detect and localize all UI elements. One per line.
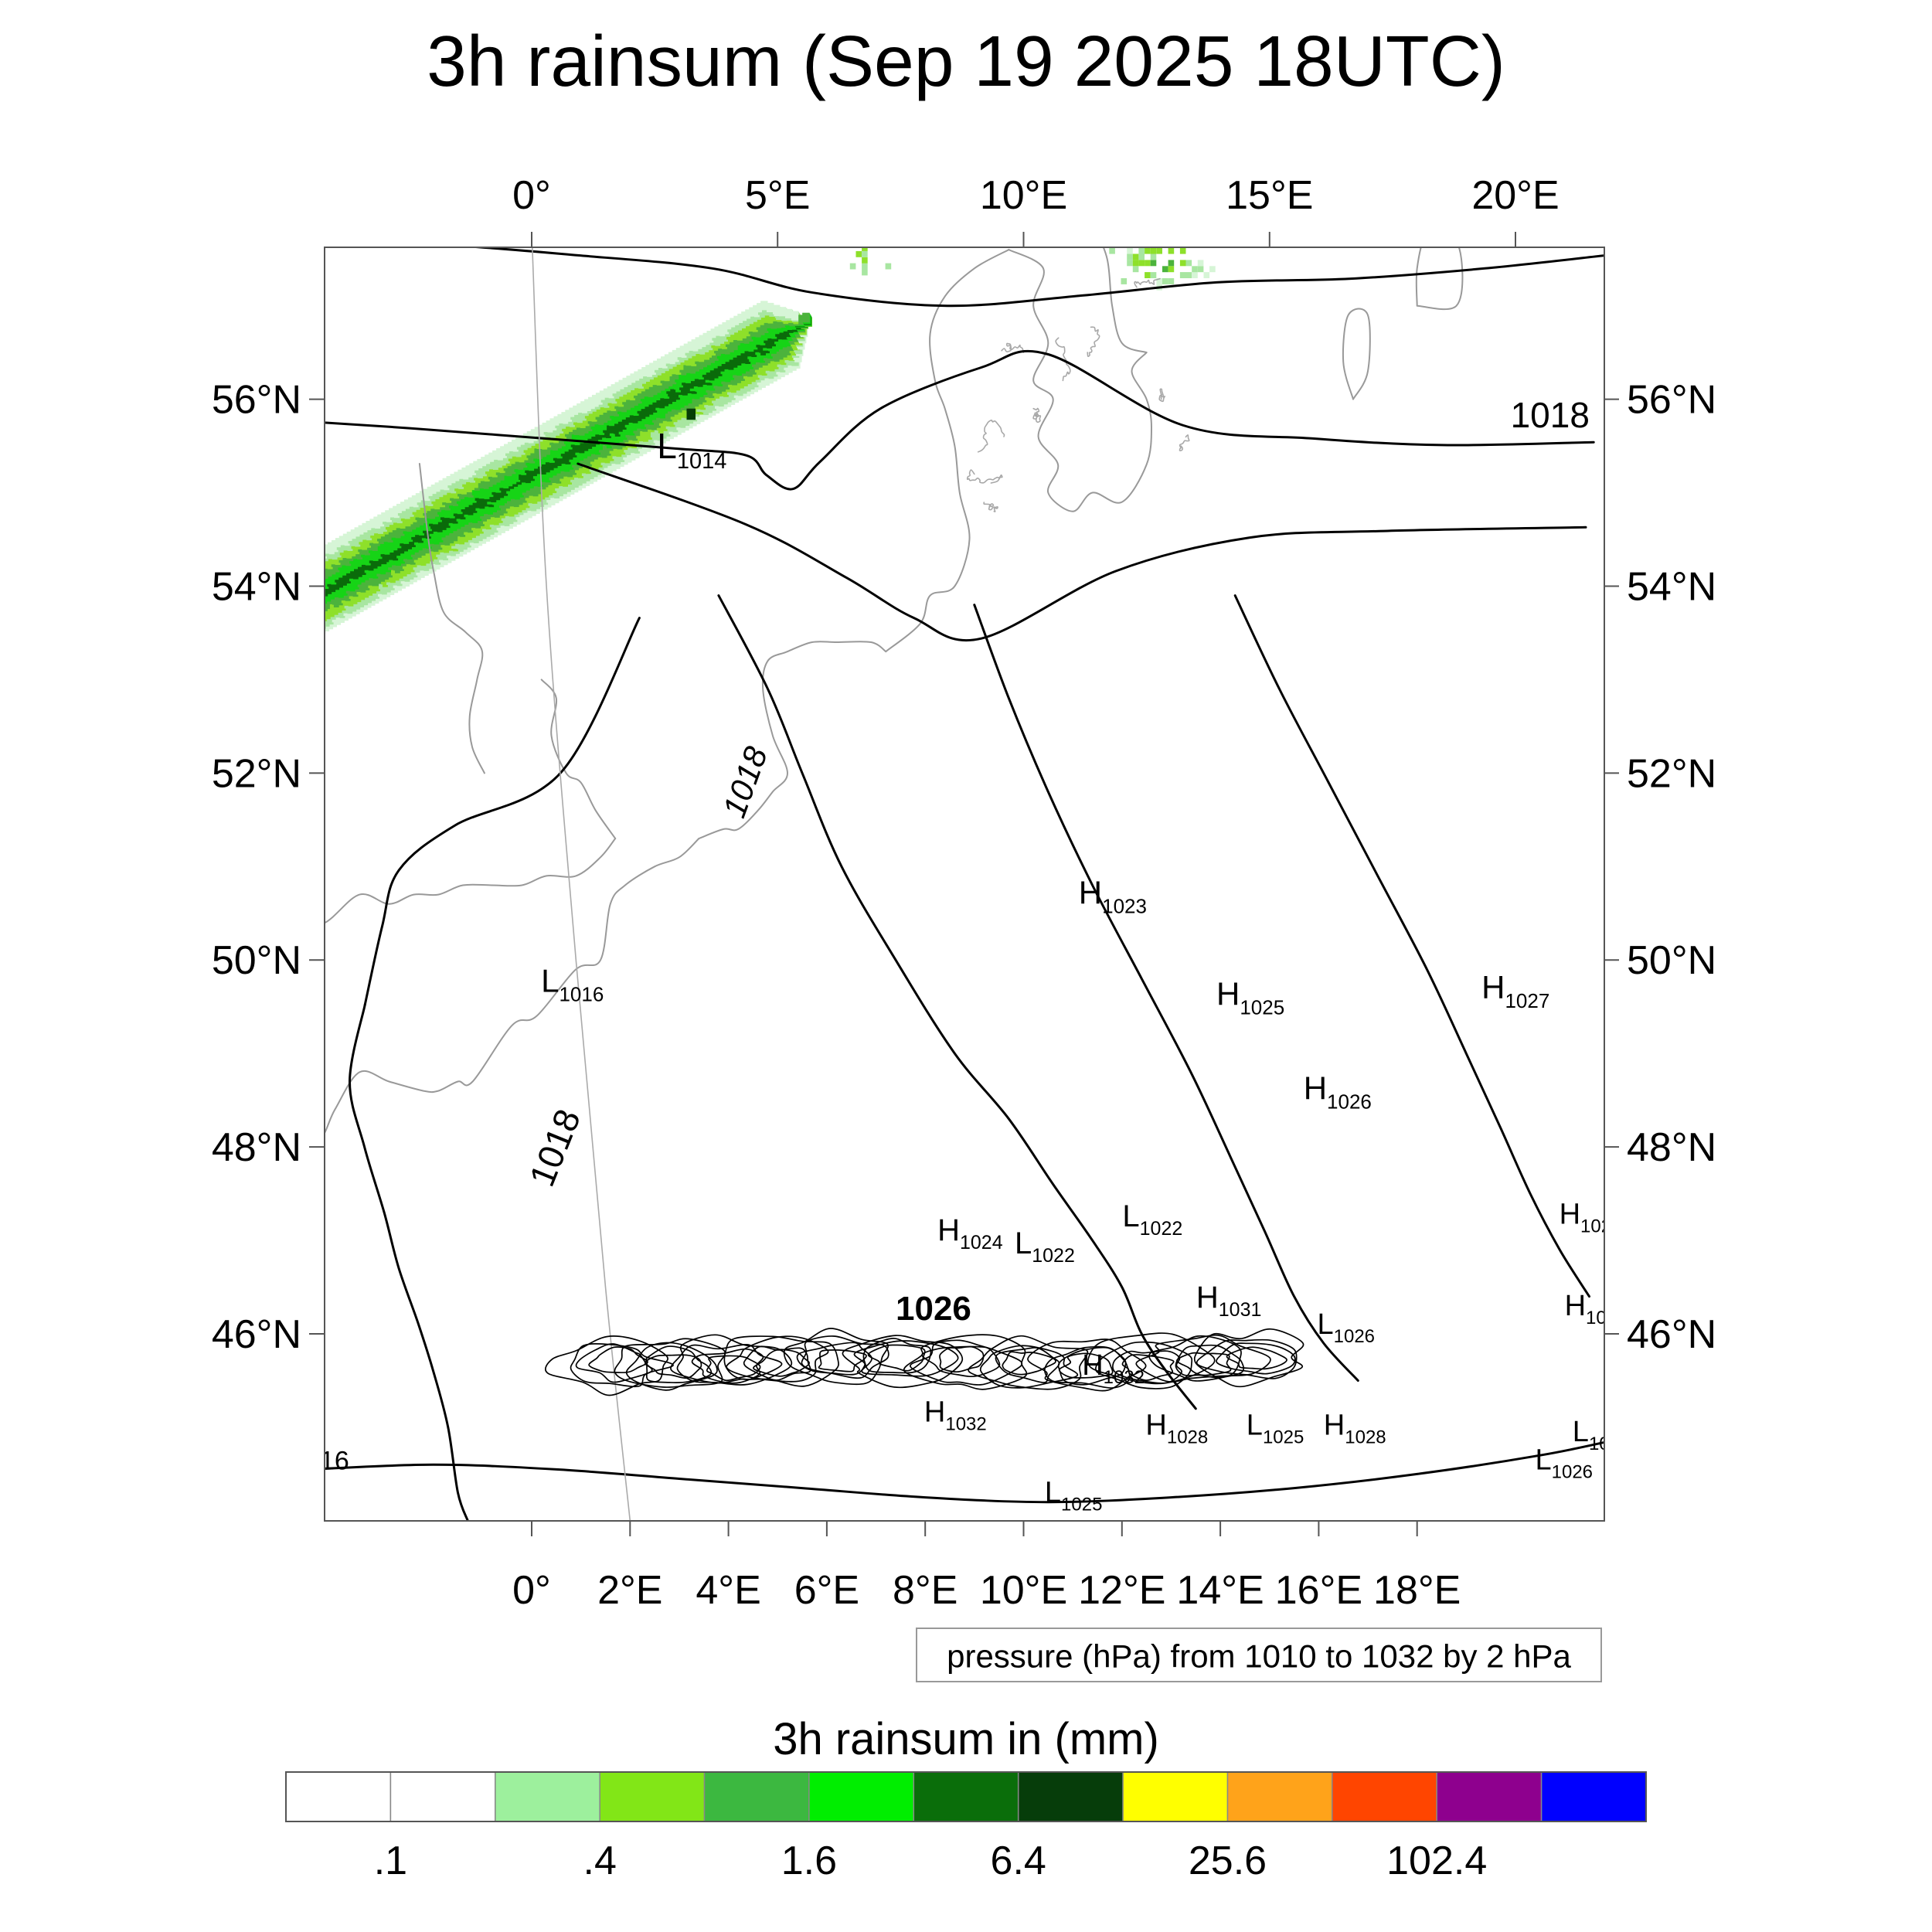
svg-text:50°N: 50°N [1627,938,1716,983]
svg-text:48°N: 48°N [1627,1125,1716,1170]
svg-text:L1014: L1014 [657,426,726,474]
svg-text:10°E: 10°E [980,1568,1067,1613]
svg-text:8°E: 8°E [893,1568,957,1613]
svg-text:54°N: 54°N [212,565,301,610]
svg-text:15°E: 15°E [1226,173,1313,218]
svg-text:6.4: 6.4 [991,1838,1046,1883]
svg-text:L1026: L1026 [1318,1308,1376,1347]
svg-text:.1: .1 [374,1838,407,1883]
svg-text:2°E: 2°E [597,1568,662,1613]
svg-text:50°N: 50°N [212,938,301,983]
svg-text:H1027: H1027 [1565,1290,1628,1328]
svg-text:1018: 1018 [716,741,774,821]
svg-text:H1031: H1031 [1196,1281,1262,1321]
svg-text:pressure (hPa) from 1010 to 10: pressure (hPa) from 1010 to 1032 by 2 hP… [947,1638,1571,1675]
svg-text:H1028: H1028 [1145,1410,1208,1448]
svg-text:25.6: 25.6 [1189,1838,1267,1883]
svg-text:1018: 1018 [522,1104,589,1192]
svg-text:52°N: 52°N [1627,751,1716,796]
svg-text:L1025: L1025 [1045,1477,1103,1515]
svg-text:1026: 1026 [896,1290,971,1328]
svg-text:6°E: 6°E [794,1568,859,1613]
svg-text:1018: 1018 [1511,395,1590,435]
svg-text:L1025: L1025 [1247,1410,1304,1448]
svg-text:H1027: H1027 [1481,969,1549,1012]
svg-text:H1026: H1026 [1304,1070,1372,1113]
svg-text:H1027: H1027 [1560,1198,1622,1236]
svg-text:0°: 0° [512,1568,551,1613]
svg-text:H1028: H1028 [1324,1410,1386,1448]
svg-text:12°E: 12°E [1078,1568,1165,1613]
svg-text:52°N: 52°N [212,751,301,796]
svg-text:54°N: 54°N [1627,565,1716,610]
svg-text:46°N: 46°N [212,1312,301,1357]
svg-text:10°E: 10°E [980,173,1067,218]
svg-text:L1022: L1022 [1015,1226,1075,1267]
svg-text:1016: 1016 [291,1446,349,1475]
svg-text:56°N: 56°N [1627,378,1716,423]
svg-text:L1026: L1026 [1536,1444,1594,1482]
svg-text:5°E: 5°E [745,173,810,218]
svg-text:1.6: 1.6 [781,1838,837,1883]
svg-text:46°N: 46°N [1627,1312,1716,1357]
svg-text:.4: .4 [583,1838,617,1883]
svg-text:16°E: 16°E [1275,1568,1362,1613]
svg-text:18°E: 18°E [1373,1568,1461,1613]
svg-text:H1025: H1025 [1216,975,1284,1019]
svg-text:0°: 0° [512,173,551,218]
svg-text:H1032: H1032 [924,1396,987,1435]
svg-text:14°E: 14°E [1176,1568,1264,1613]
svg-text:H1024: H1024 [937,1213,1003,1253]
svg-text:L1022: L1022 [1122,1199,1182,1240]
svg-text:20°E: 20°E [1471,173,1559,218]
svg-text:102.4: 102.4 [1386,1838,1487,1883]
svg-text:H1023: H1023 [1079,875,1147,918]
svg-text:4°E: 4°E [696,1568,760,1613]
svg-text:L1026: L1026 [1573,1416,1631,1454]
svg-text:3h rainsum in (mm): 3h rainsum in (mm) [773,1714,1159,1764]
svg-text:56°N: 56°N [212,378,301,423]
svg-text:48°N: 48°N [212,1125,301,1170]
